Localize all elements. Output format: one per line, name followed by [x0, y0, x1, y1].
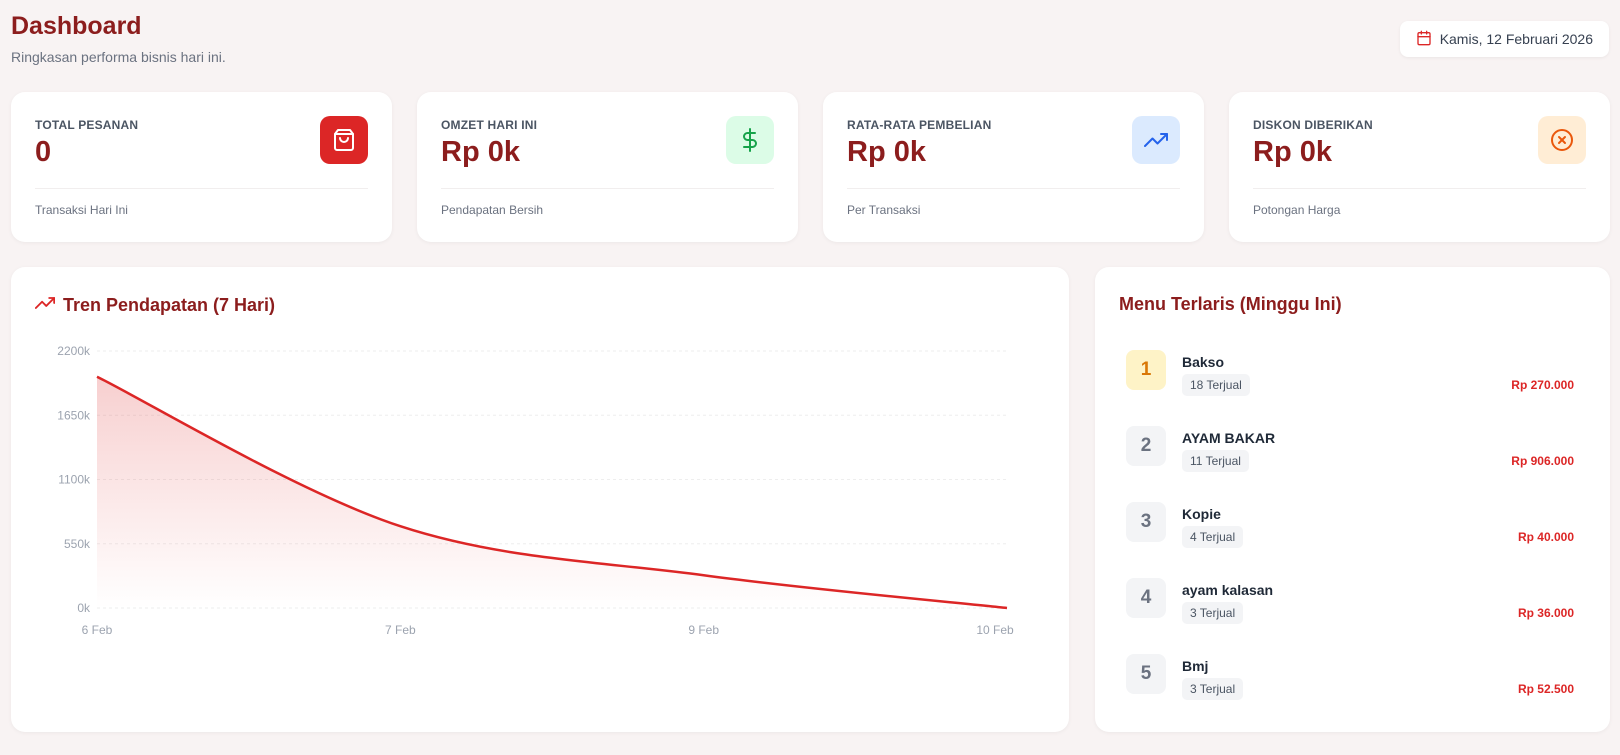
y-tick-label: 1650k [57, 408, 91, 422]
stat-cards: TOTAL PESANAN 0 Transaksi Hari Ini OMZET… [11, 92, 1610, 242]
stat-label: DISKON DIBERIKAN [1253, 118, 1373, 132]
series-line [96, 375, 1008, 610]
stat-value: Rp 0k [1253, 136, 1332, 168]
item-revenue: Rp 906.000 [1511, 454, 1574, 468]
item-revenue: Rp 52.500 [1517, 682, 1574, 696]
item-name: Bmj [1182, 658, 1209, 674]
stat-label: OMZET HARI INI [441, 118, 538, 132]
page-title: Dashboard [11, 12, 142, 40]
stat-card-total-orders: TOTAL PESANAN 0 Transaksi Hari Ini [11, 92, 392, 242]
top-menu-list: 1 Bakso 18 Terjual Rp 270.000 2 AYAM BAK… [1126, 344, 1574, 724]
stat-value: 0 [35, 136, 52, 168]
stat-label: RATA-RATA PEMBELIAN [847, 118, 992, 132]
page-subtitle: Ringkasan performa bisnis hari ini. [11, 49, 226, 65]
data-point[interactable] [397, 523, 403, 529]
item-revenue: Rp 270.000 [1511, 378, 1574, 392]
data-point[interactable] [1004, 605, 1010, 611]
top-menu-card: Menu Terlaris (Minggu Ini) 1 Bakso 18 Te… [1095, 267, 1610, 732]
divider [1253, 188, 1586, 189]
x-tick-label: 10 Feb [976, 623, 1014, 637]
sold-badge: 11 Terjual [1182, 450, 1249, 472]
data-point[interactable] [94, 374, 100, 380]
divider [35, 188, 368, 189]
data-point[interactable] [701, 572, 707, 578]
chart-header: Tren Pendapatan (7 Hari) [34, 293, 276, 318]
list-item[interactable]: 1 Bakso 18 Terjual Rp 270.000 [1126, 344, 1574, 420]
revenue-area-chart: 0k 550k 1100k 1650k 2200k 6 Feb 7 Feb 9 Feb 10 F… [57, 344, 1014, 637]
item-name: ayam kalasan [1182, 582, 1274, 598]
x-tick-label: 6 Feb [82, 623, 113, 637]
list-item[interactable]: 4 ayam kalasan 3 Terjual Rp 36.000 [1126, 572, 1574, 648]
stat-footnote: Transaksi Hari Ini [35, 203, 128, 217]
rank-badge: 5 [1126, 654, 1166, 694]
item-revenue: Rp 36.000 [1517, 606, 1574, 620]
rank-badge: 1 [1126, 350, 1166, 390]
item-name: AYAM BAKAR [1182, 430, 1276, 446]
list-item[interactable]: 5 Bmj 3 Terjual Rp 52.500 [1126, 648, 1574, 724]
trending-up-icon [1132, 116, 1180, 164]
trending-up-icon [34, 293, 56, 318]
sold-badge: 3 Terjual [1182, 678, 1244, 700]
item-name: Kopie [1182, 506, 1221, 522]
rank-badge: 4 [1126, 578, 1166, 618]
item-name: Bakso [1182, 354, 1225, 370]
stat-label: TOTAL PESANAN [35, 118, 139, 132]
sold-badge: 3 Terjual [1182, 602, 1244, 624]
stat-card-average-purchase: RATA-RATA PEMBELIAN Rp 0k Per Transaksi [823, 92, 1204, 242]
dollar-icon [726, 116, 774, 164]
rank-badge: 2 [1126, 426, 1166, 466]
date-display: Kamis, 12 Februari 2026 [1399, 21, 1609, 57]
stat-card-revenue-today: OMZET HARI INI Rp 0k Pendapatan Bersih [417, 92, 798, 242]
item-revenue: Rp 40.000 [1517, 530, 1574, 544]
stat-value: Rp 0k [847, 136, 926, 168]
area-fill [97, 376, 1007, 608]
x-tick-label: 7 Feb [385, 623, 416, 637]
sold-badge: 4 Terjual [1182, 526, 1244, 548]
stat-card-discount: DISKON DIBERIKAN Rp 0k Potongan Harga [1229, 92, 1610, 242]
sold-badge: 18 Terjual [1182, 374, 1250, 396]
y-tick-label: 0k [77, 601, 91, 615]
stat-footnote: Pendapatan Bersih [441, 203, 544, 217]
y-tick-label: 550k [64, 537, 91, 551]
date-text: Kamis, 12 Februari 2026 [1439, 31, 1593, 47]
rank-badge: 3 [1126, 502, 1166, 542]
y-tick-label: 1100k [58, 473, 91, 487]
x-circle-icon [1538, 116, 1586, 164]
calendar-icon [1416, 30, 1432, 49]
chart-title: Tren Pendapatan (7 Hari) [63, 295, 276, 315]
y-tick-label: 2200k [57, 344, 91, 358]
stat-value: Rp 0k [441, 136, 520, 168]
revenue-trend-card: Tren Pendapatan (7 Hari) 0k 550k 1100k 1650… [11, 267, 1069, 732]
divider [847, 188, 1180, 189]
top-menu-title: Menu Terlaris (Minggu Ini) [1119, 294, 1342, 314]
list-item[interactable]: 3 Kopie 4 Terjual Rp 40.000 [1126, 496, 1574, 572]
divider [441, 188, 774, 189]
stat-footnote: Per Transaksi [847, 203, 921, 217]
stat-footnote: Potongan Harga [1253, 203, 1341, 217]
shopping-bag-icon [320, 116, 368, 164]
list-item[interactable]: 2 AYAM BAKAR 11 Terjual Rp 906.000 [1126, 420, 1574, 496]
x-tick-label: 9 Feb [688, 623, 719, 637]
